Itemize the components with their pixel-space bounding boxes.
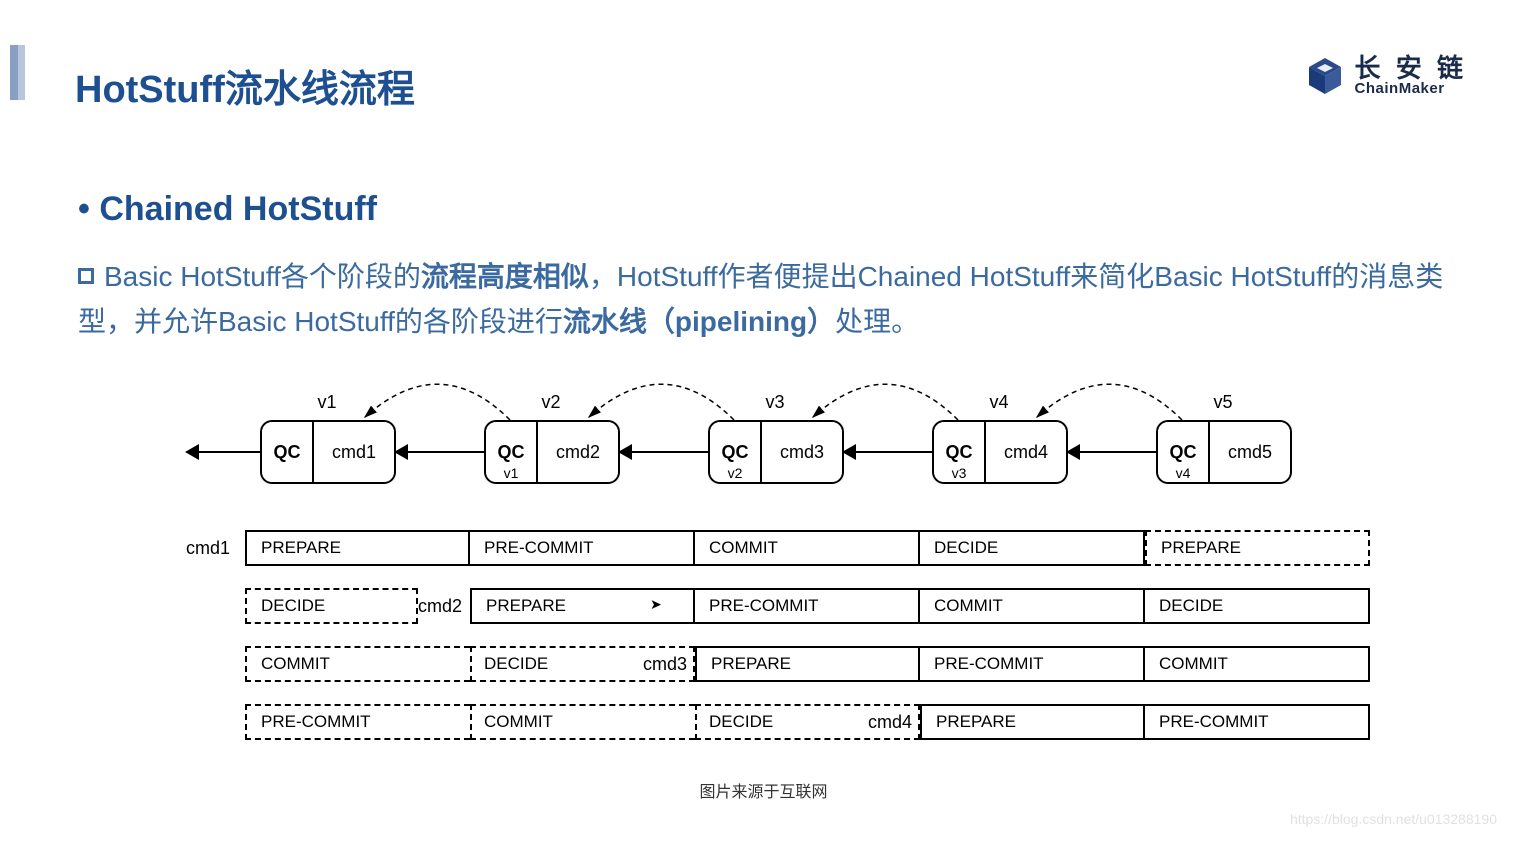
phase-cell: DECIDE <box>1145 588 1370 624</box>
arrow-head-icon <box>842 444 856 460</box>
cmd-label: cmd1 <box>180 538 230 559</box>
cmd-cell: cmd4 <box>986 422 1066 482</box>
chain-node: QCv3cmd4 <box>932 420 1068 484</box>
phase-cell: COMMIT <box>1145 646 1370 682</box>
cursor-icon: ➤ <box>650 596 662 613</box>
body-paragraph: Basic HotStuff各个阶段的流程高度相似，HotStuff作者便提出C… <box>78 255 1467 345</box>
image-source-note: 图片来源于互联网 <box>0 778 1527 802</box>
arrow-head-icon <box>394 444 408 460</box>
arrow-line <box>856 451 932 453</box>
phase-cell: PREPARE <box>695 646 920 682</box>
phase-cell-dashed: PREPARE <box>1145 530 1370 566</box>
phase-cell: PRE-COMMIT <box>695 588 920 624</box>
phase-divider <box>470 704 472 740</box>
qc-cell: QC <box>262 422 314 482</box>
bullet-icon <box>78 268 94 284</box>
phase-cell-dashed: DECIDE <box>245 588 418 624</box>
subtitle: • Chained HotStuff <box>78 190 377 229</box>
chain-node: QCcmd1 <box>260 420 396 484</box>
qc-cell: QCv1 <box>486 422 538 482</box>
phase-divider <box>470 646 472 682</box>
chain-node: QCv4cmd5 <box>1156 420 1292 484</box>
arrow-line <box>199 451 260 453</box>
cmd-cell: cmd3 <box>762 422 842 482</box>
cmd-label: cmd4 <box>862 712 912 733</box>
phase-cell: PREPARE <box>245 530 470 566</box>
arrow-line <box>1080 451 1156 453</box>
qc-cell: QCv4 <box>1158 422 1210 482</box>
view-label: v5 <box>1208 392 1238 413</box>
qc-cell: QCv3 <box>934 422 986 482</box>
view-label: v1 <box>312 392 342 413</box>
arrow-line <box>632 451 708 453</box>
phase-cell: PRE-COMMIT <box>470 530 695 566</box>
phase-cell-dashed: PRE-COMMIT <box>245 704 470 740</box>
arrow-head-icon <box>618 444 632 460</box>
cmd-cell: cmd1 <box>314 422 394 482</box>
phase-cell-dashed: COMMIT <box>470 704 695 740</box>
arrow-line <box>408 451 484 453</box>
cmd-cell: cmd5 <box>1210 422 1290 482</box>
logo-icon <box>1305 56 1345 96</box>
view-label: v2 <box>536 392 566 413</box>
phase-cell: COMMIT <box>695 530 920 566</box>
phase-cell: COMMIT <box>920 588 1145 624</box>
chain-node: QCv2cmd3 <box>708 420 844 484</box>
cmd-label: cmd3 <box>637 654 687 675</box>
cmd-cell: cmd2 <box>538 422 618 482</box>
phase-cell: PREPARE <box>920 704 1145 740</box>
chain-diagram: QCcmd1 v1 QCv1cmd2 v2 QCv2cmd3 v3 QCv3cmd4 v4 QC… <box>190 380 1320 520</box>
phase-cell: PRE-COMMIT <box>920 646 1145 682</box>
logo-text-en: ChainMaker <box>1355 81 1467 96</box>
page-title: HotStuff流水线流程 <box>75 58 415 113</box>
logo: 长 安 链 ChainMaker <box>1305 55 1467 96</box>
view-label: v4 <box>984 392 1014 413</box>
qc-cell: QCv2 <box>710 422 762 482</box>
arrow-head-icon <box>185 444 199 460</box>
title-accent-bar-inner <box>10 45 18 100</box>
phase-cell: PRE-COMMIT <box>1145 704 1370 740</box>
phase-cell-dashed: COMMIT <box>245 646 470 682</box>
phase-divider <box>695 704 697 740</box>
view-label: v3 <box>760 392 790 413</box>
logo-text-cn: 长 安 链 <box>1355 55 1467 81</box>
chain-node: QCv1cmd2 <box>484 420 620 484</box>
phase-cell: DECIDE <box>920 530 1145 566</box>
watermark: https://blog.csdn.net/u013288190 <box>1290 811 1497 827</box>
cmd-label: cmd2 <box>412 596 462 617</box>
arrow-head-icon <box>1066 444 1080 460</box>
